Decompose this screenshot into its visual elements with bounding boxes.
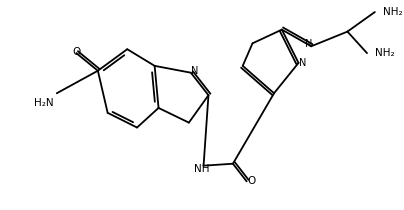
Text: N: N (191, 66, 198, 76)
Text: N: N (305, 39, 312, 49)
Text: NH: NH (194, 164, 209, 174)
Text: H₂N: H₂N (34, 98, 54, 108)
Text: NH₂: NH₂ (375, 48, 394, 58)
Text: N: N (299, 58, 306, 68)
Text: O: O (72, 47, 80, 57)
Text: O: O (247, 176, 256, 186)
Text: NH₂: NH₂ (383, 7, 402, 17)
